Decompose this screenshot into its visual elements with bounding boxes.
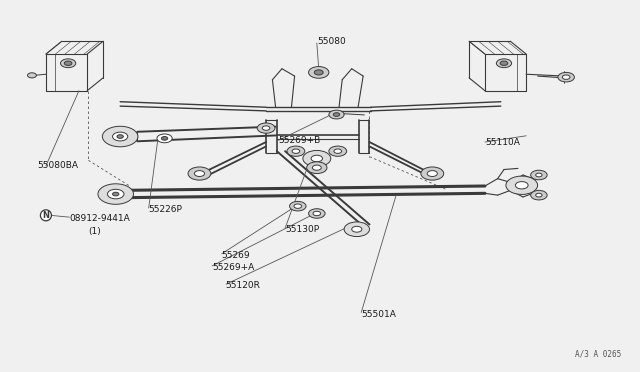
Text: 55080BA: 55080BA [38,161,79,170]
Circle shape [307,162,327,174]
Text: (1): (1) [88,227,101,236]
Circle shape [531,170,547,180]
Circle shape [303,150,331,167]
Circle shape [312,165,321,170]
Circle shape [289,201,306,211]
Text: A/3 A 0265: A/3 A 0265 [575,350,621,359]
Circle shape [311,155,323,162]
Circle shape [536,173,542,177]
Circle shape [329,146,347,156]
Circle shape [506,176,538,195]
Circle shape [113,132,128,141]
Circle shape [292,149,300,153]
Circle shape [428,171,437,176]
Circle shape [531,190,547,200]
Text: 55120R: 55120R [225,281,260,290]
Circle shape [64,61,72,65]
Circle shape [329,110,344,119]
Text: 55501A: 55501A [361,311,396,320]
Circle shape [113,192,119,196]
Text: 08912-9441A: 08912-9441A [69,215,130,224]
Text: 55130P: 55130P [285,225,319,234]
Text: 55080: 55080 [317,37,346,46]
Circle shape [500,61,508,65]
Circle shape [161,137,168,140]
Circle shape [102,126,138,147]
Circle shape [334,149,342,153]
Circle shape [313,211,321,216]
Text: 55226P: 55226P [148,205,182,214]
Circle shape [188,167,211,180]
Circle shape [294,204,301,208]
Circle shape [262,126,270,130]
Circle shape [308,67,329,78]
Circle shape [314,70,323,75]
Circle shape [98,184,134,204]
Circle shape [257,123,275,133]
Circle shape [117,135,124,138]
Circle shape [287,146,305,156]
Circle shape [515,182,528,189]
Circle shape [563,75,570,79]
Circle shape [497,59,511,68]
Text: 55269+A: 55269+A [212,263,254,272]
Circle shape [157,134,172,143]
Circle shape [333,113,340,116]
Circle shape [195,171,205,176]
Circle shape [558,73,575,82]
Circle shape [28,73,36,78]
Circle shape [421,167,444,180]
Text: N: N [42,211,49,220]
Circle shape [344,222,369,237]
Circle shape [61,59,76,68]
Text: 55269+B: 55269+B [279,136,321,145]
Text: 55269: 55269 [221,251,250,260]
Circle shape [352,226,362,232]
Circle shape [536,193,542,197]
Circle shape [308,209,325,218]
Text: 55110A: 55110A [485,138,520,147]
Circle shape [108,189,124,199]
